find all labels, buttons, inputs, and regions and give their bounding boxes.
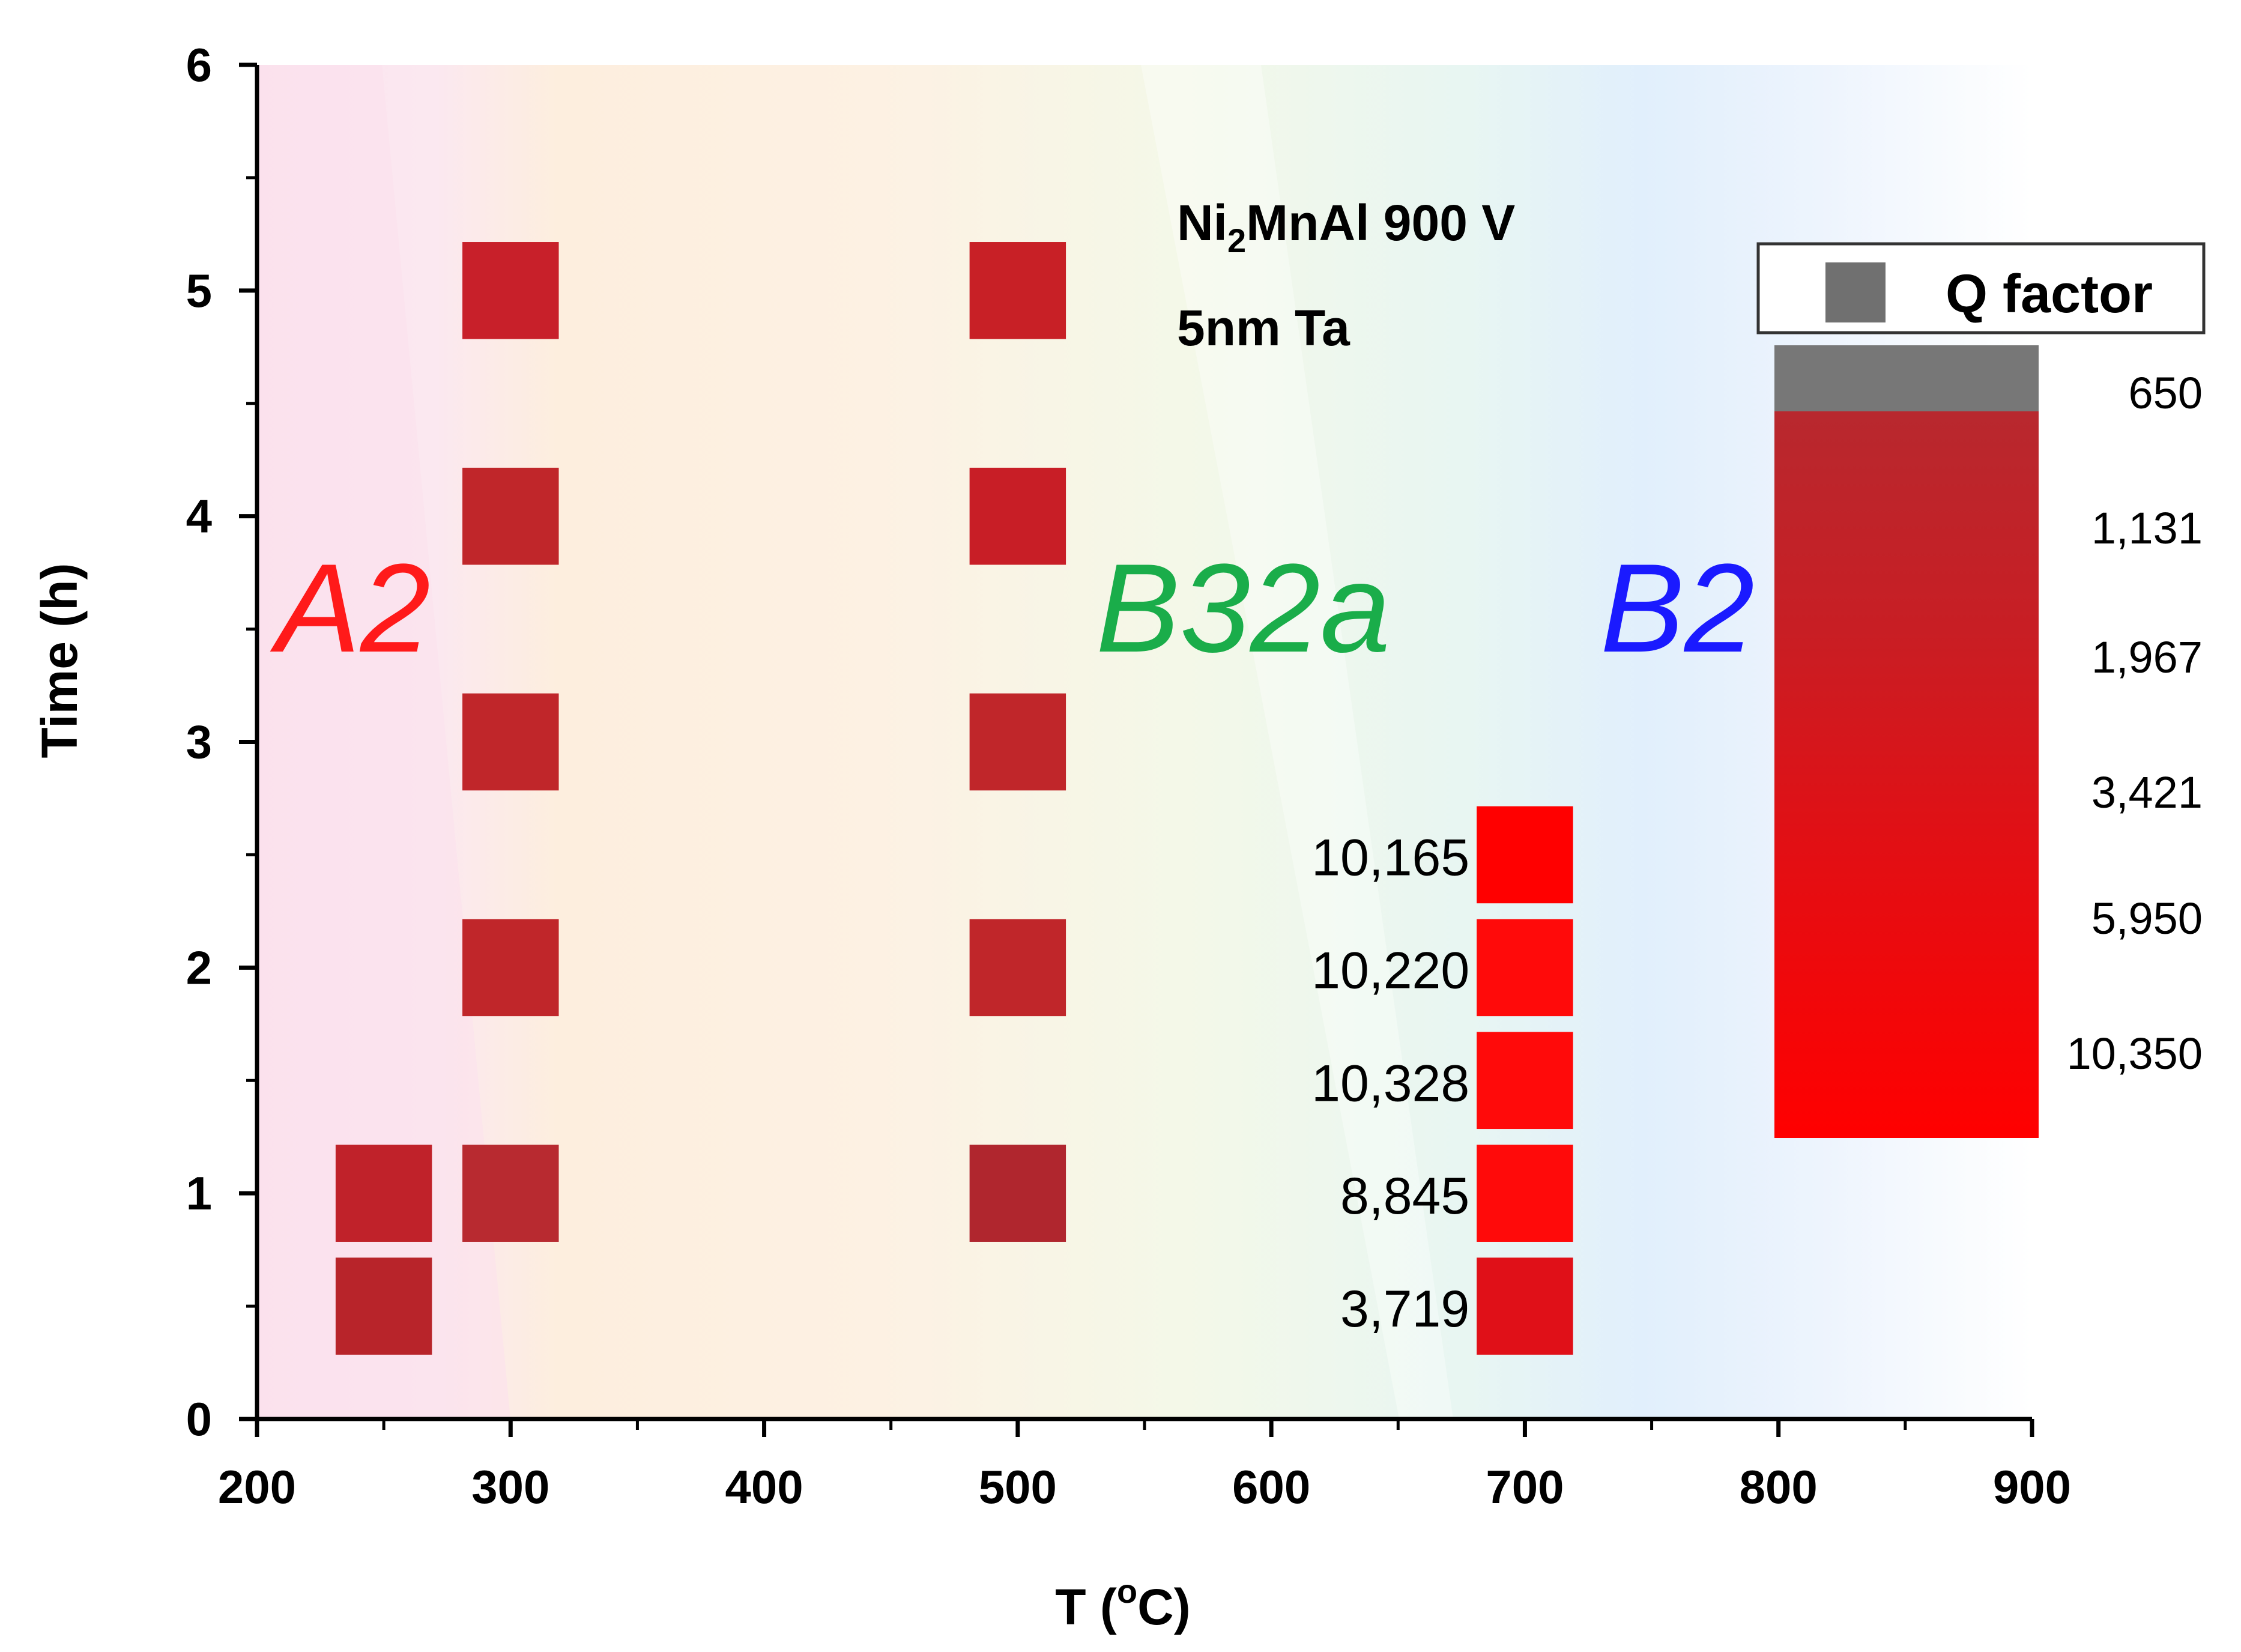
data-point <box>462 919 559 1017</box>
data-point <box>969 919 1066 1017</box>
q-value-label: 10,220 <box>1311 942 1469 999</box>
x-axis-ticks: 200 300 400 500 600 700 800 900 <box>218 1419 2071 1513</box>
colorbar-label: 1,131 <box>2091 503 2203 553</box>
x-axis-title: T (oC) <box>1055 1572 1190 1635</box>
x-tick-label: 400 <box>725 1460 803 1513</box>
y-tick-label: 1 <box>186 1167 212 1220</box>
data-point <box>1477 1032 1573 1130</box>
q-value-label: 10,165 <box>1311 829 1469 886</box>
x-tick-label: 500 <box>979 1460 1057 1513</box>
data-point <box>1477 1145 1573 1242</box>
legend-label: Q factor <box>1946 264 2153 324</box>
data-point <box>1477 806 1573 904</box>
data-point <box>1477 919 1573 1017</box>
q-value-label: 3,719 <box>1340 1280 1469 1338</box>
x-tick-label: 300 <box>471 1460 549 1513</box>
annotation-line1-sub: 2 <box>1227 222 1246 259</box>
y-axis-title: Time (h) <box>31 563 88 758</box>
data-point <box>335 1257 432 1355</box>
phase-label-b32a: B32a <box>1096 537 1390 679</box>
x-tick-label: 600 <box>1232 1460 1310 1513</box>
y-tick-label: 2 <box>186 941 212 994</box>
colorbar-top-gray <box>1774 345 2039 411</box>
q-value-label: 10,328 <box>1311 1054 1469 1112</box>
data-point <box>462 242 559 339</box>
y-tick-label: 3 <box>186 716 212 769</box>
y-tick-label: 4 <box>186 490 212 543</box>
annotation-line2: 5nm Ta <box>1177 300 1350 356</box>
colorbar-label: 10,350 <box>2067 1029 2203 1079</box>
colorbar-label: 650 <box>2129 368 2203 418</box>
sample-annotation: Ni2MnAl 900 V 5nm Ta <box>1177 195 1515 356</box>
data-points <box>335 242 1573 1355</box>
y-tick-label: 6 <box>186 38 212 91</box>
colorbar-label: 3,421 <box>2091 767 2203 817</box>
data-point <box>969 467 1066 565</box>
data-point <box>335 1145 432 1242</box>
svg-text:Ni2MnAl 900 V: Ni2MnAl 900 V <box>1177 195 1515 259</box>
annotation-line1-pre: Ni <box>1177 195 1227 251</box>
data-point <box>1477 1257 1573 1355</box>
phase-label-b2: B2 <box>1600 537 1755 679</box>
q-value-labels: 3,719 8,845 10,328 10,220 10,165 <box>1311 829 1469 1338</box>
x-tick-label: 900 <box>1993 1460 2071 1513</box>
data-point <box>969 242 1066 339</box>
data-point <box>462 1145 559 1242</box>
x-tick-label: 200 <box>218 1460 296 1513</box>
data-point <box>969 693 1066 791</box>
x-tick-label: 800 <box>1740 1460 1818 1513</box>
y-axis-ticks: 0 1 2 3 4 5 6 <box>186 38 257 1445</box>
y-tick-label: 0 <box>186 1393 212 1445</box>
data-point <box>969 1145 1066 1242</box>
y-tick-label: 5 <box>186 264 212 317</box>
legend-swatch <box>1825 262 1886 322</box>
data-point <box>462 693 559 791</box>
data-point <box>462 467 559 565</box>
q-value-label: 8,845 <box>1340 1167 1469 1225</box>
legend: Q factor <box>1756 242 2206 334</box>
colorbar: 650 1,131 1,967 3,421 5,950 10,350 <box>1774 345 2203 1138</box>
phase-label-a2: A2 <box>270 537 431 679</box>
annotation-line1-post: MnAl 900 V <box>1246 195 1515 251</box>
colorbar-label: 5,950 <box>2091 894 2203 943</box>
x-tick-label: 700 <box>1486 1460 1564 1513</box>
colorbar-label: 1,967 <box>2091 632 2203 682</box>
colorbar-gradient <box>1774 411 2039 1138</box>
